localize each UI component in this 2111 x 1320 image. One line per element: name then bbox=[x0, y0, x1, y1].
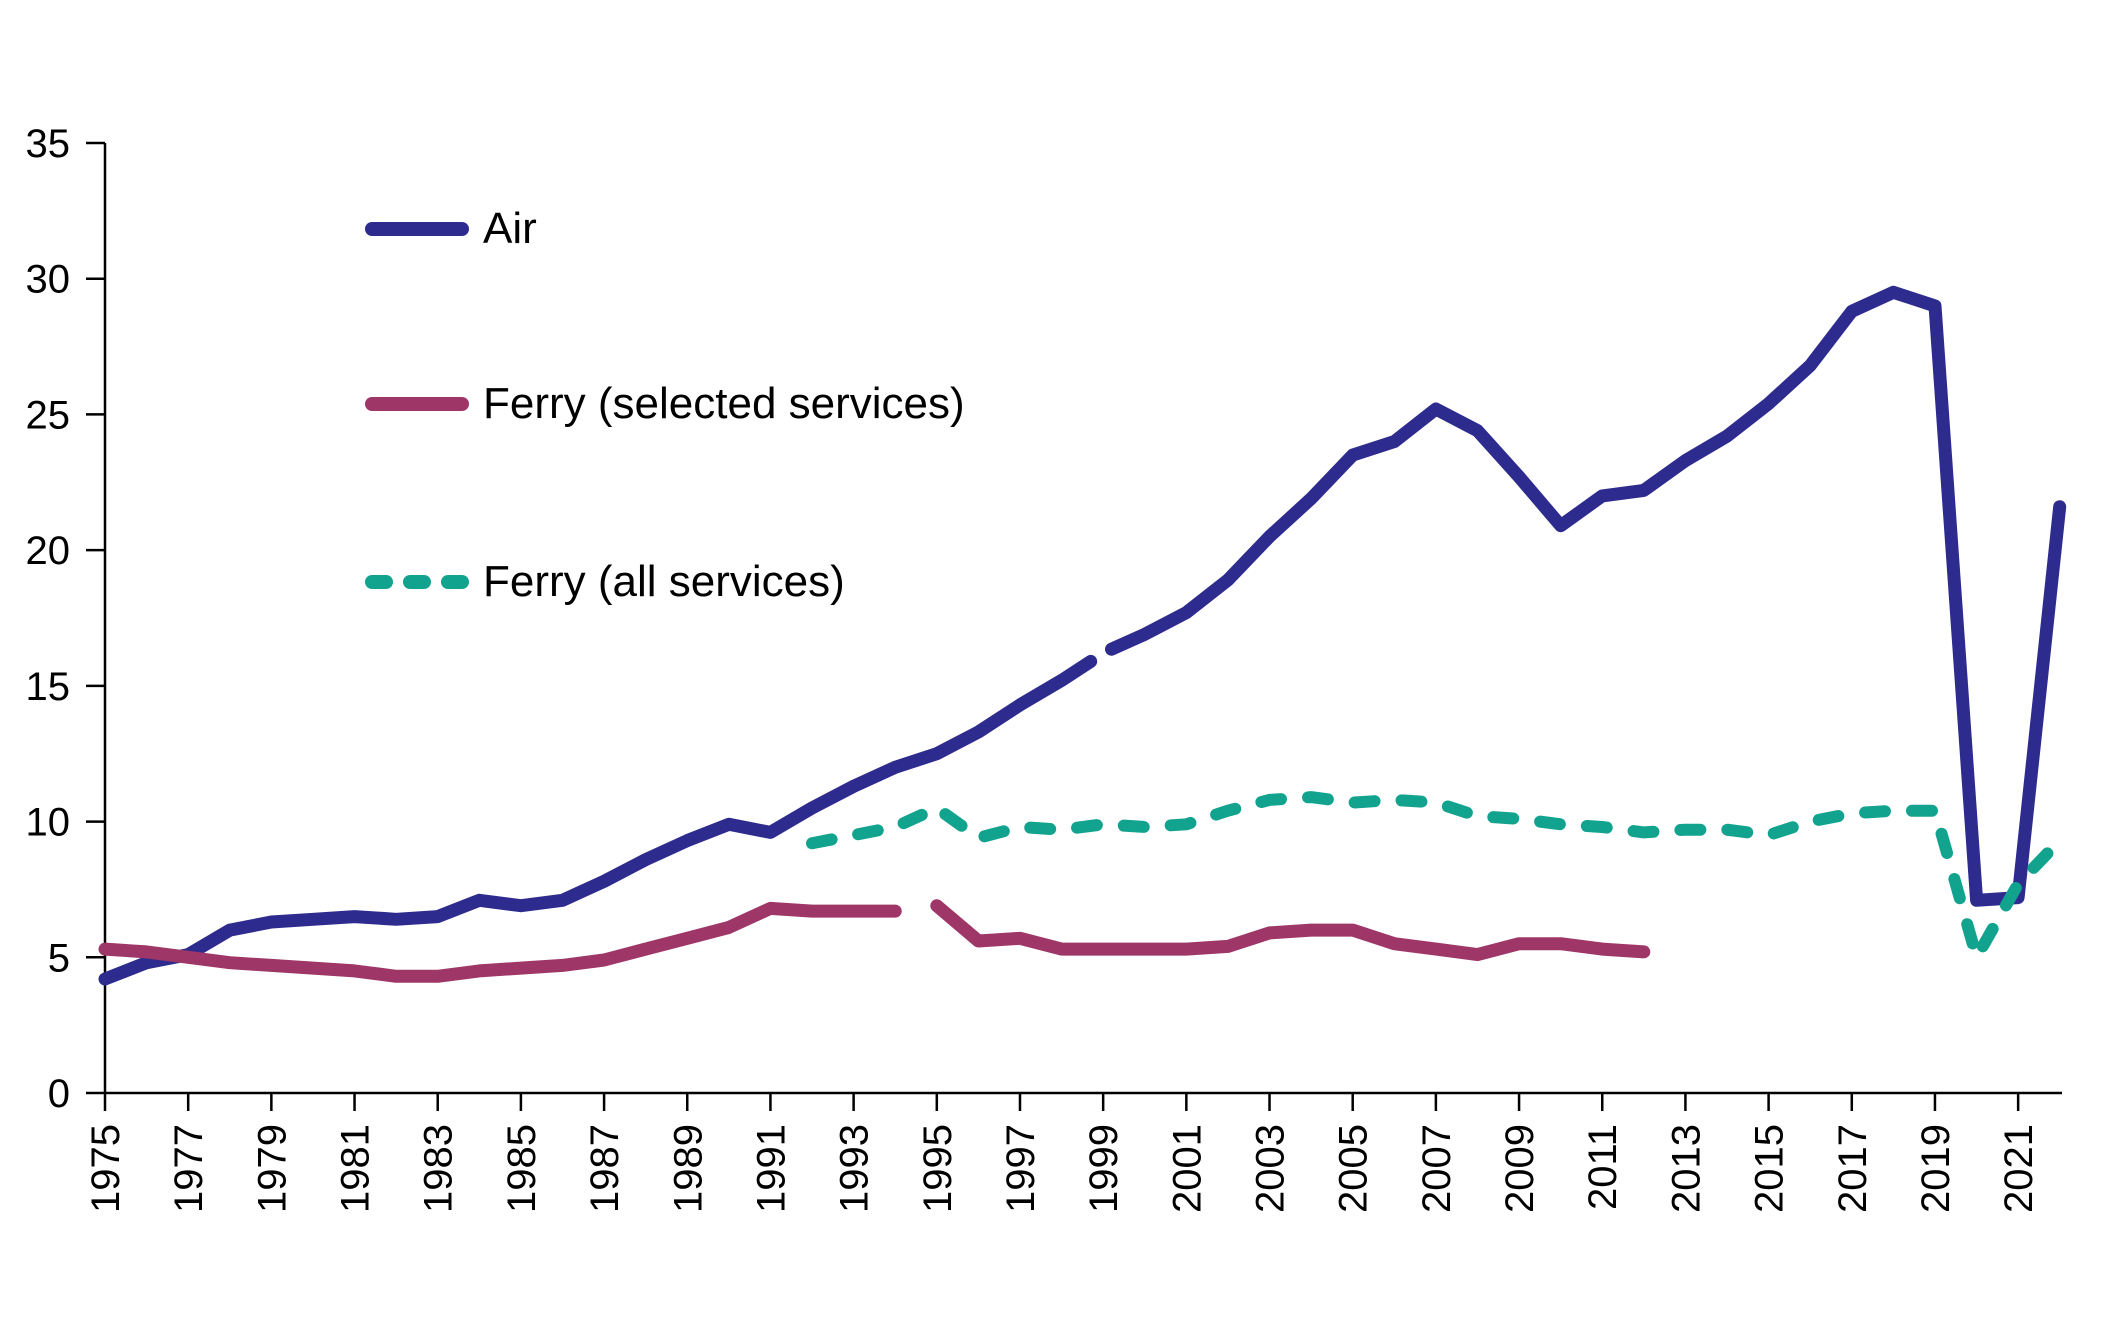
legend-label-air: Air bbox=[483, 204, 537, 253]
y-tick-label: 10 bbox=[26, 801, 71, 845]
x-tick-label: 1983 bbox=[417, 1124, 461, 1213]
x-tick-label: 1981 bbox=[334, 1124, 378, 1213]
x-tick-label: 1985 bbox=[500, 1124, 544, 1213]
x-tick-label: 2015 bbox=[1748, 1124, 1792, 1213]
legend-item-ferry-selected: Ferry (selected services) bbox=[365, 382, 965, 426]
series-segment bbox=[98, 654, 1098, 986]
x-tick-label: 2013 bbox=[1664, 1124, 1708, 1213]
y-tick-label: 30 bbox=[26, 258, 71, 302]
ferry-selected-line-swatch bbox=[365, 397, 469, 411]
x-tick-label: 1997 bbox=[999, 1124, 1043, 1213]
data-series bbox=[98, 285, 2067, 986]
y-tick-label: 0 bbox=[48, 1072, 70, 1116]
y-tick-label: 35 bbox=[26, 122, 71, 166]
series-segment bbox=[98, 901, 902, 983]
x-tick-label: 2021 bbox=[1997, 1124, 2041, 1213]
x-tick-label: 2001 bbox=[1165, 1124, 1209, 1213]
x-tick-label: 2007 bbox=[1415, 1124, 1459, 1213]
series-segment bbox=[930, 899, 1651, 962]
x-tick-label: 1989 bbox=[666, 1124, 710, 1213]
legend-label-ferry-all: Ferry (all services) bbox=[483, 557, 845, 606]
legend-item-air: Air bbox=[365, 207, 537, 251]
axes: 0 5 10 15 20 25 30 35 1975 1977 1979 1981 1983 1985 19… bbox=[26, 122, 2062, 1213]
air-line bbox=[98, 285, 2067, 986]
y-tick-label: 15 bbox=[26, 665, 71, 709]
x-tick-label: 1995 bbox=[916, 1124, 960, 1213]
x-tick-label: 1991 bbox=[749, 1124, 793, 1213]
x-tick-label: 1977 bbox=[167, 1124, 211, 1213]
x-tick-label: 2005 bbox=[1332, 1124, 1376, 1213]
ferry-all-line-swatch bbox=[365, 575, 469, 589]
x-tick-label: 1987 bbox=[583, 1124, 627, 1213]
legend-label-ferry-selected: Ferry (selected services) bbox=[483, 379, 965, 428]
legend-item-ferry-all: Ferry (all services) bbox=[365, 560, 845, 604]
x-tick-label: 2019 bbox=[1914, 1124, 1958, 1213]
air-line-swatch bbox=[365, 222, 469, 236]
y-tick-label: 5 bbox=[48, 936, 70, 980]
y-tick-label: 25 bbox=[26, 393, 71, 437]
x-tick-label: 1979 bbox=[250, 1124, 294, 1213]
x-tick-label: 2003 bbox=[1249, 1124, 1293, 1213]
x-tick-label: 1975 bbox=[84, 1124, 128, 1213]
y-tick-label: 20 bbox=[26, 529, 71, 573]
x-tick-label: 2009 bbox=[1498, 1124, 1542, 1213]
series-segment bbox=[1105, 285, 2067, 907]
x-tick-label: 2017 bbox=[1831, 1124, 1875, 1213]
ferry-selected-line bbox=[98, 899, 1651, 983]
x-tick-label: 1993 bbox=[833, 1124, 877, 1213]
x-tick-label: 1999 bbox=[1082, 1124, 1126, 1213]
x-tick-label: 2011 bbox=[1581, 1124, 1625, 1210]
